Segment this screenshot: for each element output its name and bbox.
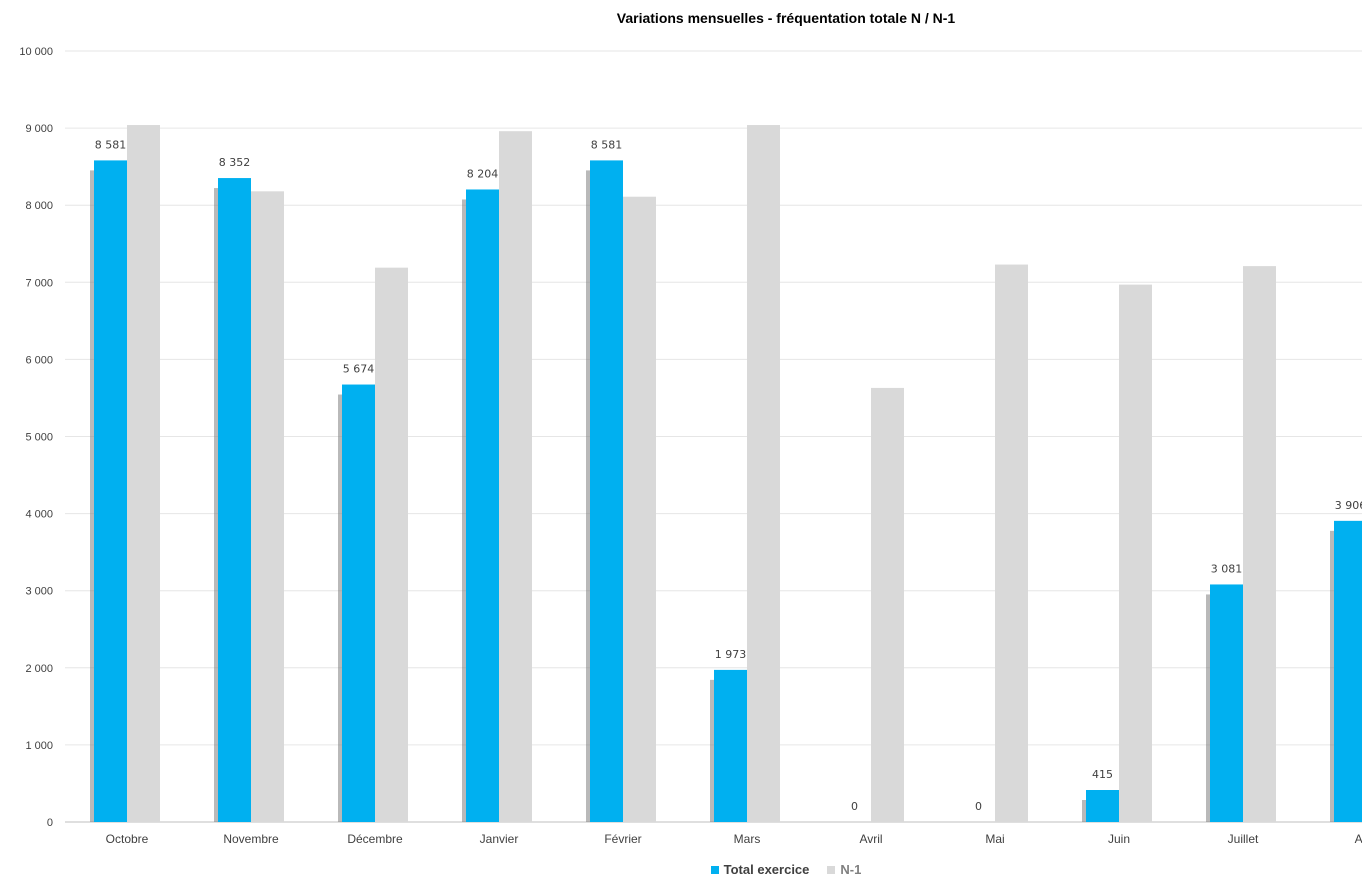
- legend-item-total-exercice: Total exercice: [710, 862, 810, 877]
- y-tick-label: 4 000: [25, 509, 53, 521]
- x-axis-tick-labels: Octobre Novembre Décembre Janvier Février Mar…: [106, 832, 1362, 846]
- chart-title: Variations mensuelles - fréquentation to…: [616, 10, 956, 26]
- bar-total-exercice: [342, 384, 375, 822]
- bar-n-1: [499, 131, 532, 822]
- legend: Total exercice N-1: [0, 862, 1362, 877]
- x-tick-label: Février: [604, 832, 641, 846]
- bars: [90, 125, 1362, 823]
- bar-total-exercice: [1334, 520, 1362, 822]
- x-tick-label: Octobre: [106, 832, 149, 846]
- bar-n-1: [995, 264, 1028, 822]
- data-label-total-exercice: 8 204: [467, 167, 499, 180]
- y-tick-label: 2 000: [25, 663, 53, 675]
- bar-n-1: [1119, 284, 1152, 822]
- bar-total-exercice: [590, 160, 623, 822]
- bar-n-1: [375, 267, 408, 822]
- y-tick-label: 8 000: [25, 200, 53, 212]
- bar-n-1: [623, 196, 656, 822]
- data-label-total-exercice: 415: [1092, 768, 1113, 781]
- y-tick-label: 3 000: [25, 586, 53, 598]
- y-tick-label: 9 000: [25, 123, 53, 135]
- data-label-total-exercice: 0: [851, 800, 858, 813]
- data-label-total-exercice: 1 973: [715, 648, 747, 661]
- x-tick-label: Mars: [734, 832, 761, 846]
- x-tick-label: Décembre: [347, 832, 403, 846]
- y-tick-label: 7 000: [25, 277, 53, 289]
- bar-n-1: [127, 125, 160, 823]
- legend-swatch-total-exercice: [710, 865, 719, 874]
- bar-n-1: [1243, 266, 1276, 822]
- bar-total-exercice: [1210, 584, 1243, 822]
- x-tick-label: Mai: [985, 832, 1004, 846]
- y-tick-label: 0: [47, 817, 53, 829]
- data-label-total-exercice: 0: [975, 800, 982, 813]
- x-tick-label: Janvier: [480, 832, 519, 846]
- data-label-total-exercice: 8 581: [95, 138, 127, 151]
- legend-item-n-1: N-1: [827, 862, 861, 877]
- data-label-total-exercice: 8 581: [591, 138, 623, 151]
- bar-total-exercice: [94, 160, 127, 822]
- bar-n-1: [251, 191, 284, 822]
- bar-total-exercice: [714, 669, 747, 822]
- x-tick-label: Novembre: [223, 832, 279, 846]
- bar-total-exercice: [218, 178, 251, 823]
- y-tick-label: 6 000: [25, 354, 53, 366]
- data-labels: 8 581 8 352 5 674 8 204 8 581 1 973 0 0 415 3 081…: [95, 138, 1362, 813]
- x-tick-label: Août: [1355, 832, 1362, 846]
- x-tick-label: Juillet: [1228, 832, 1259, 846]
- legend-label-total-exercice: Total exercice: [723, 862, 810, 877]
- y-tick-label: 1 000: [25, 740, 53, 752]
- data-label-total-exercice: 3 081: [1211, 562, 1243, 575]
- data-label-total-exercice: 3 906: [1335, 499, 1362, 512]
- y-tick-label: 10 000: [19, 46, 53, 58]
- data-label-total-exercice: 8 352: [219, 156, 251, 169]
- y-axis-tick-labels: 0 1 000 2 000 3 000 4 000 5 000 6 000 7 000 8 00…: [19, 46, 53, 829]
- data-label-total-exercice: 5 674: [343, 363, 375, 376]
- legend-swatch-n-1: [827, 865, 836, 874]
- x-tick-label: Juin: [1108, 832, 1130, 846]
- bar-n-1: [747, 125, 780, 823]
- y-tick-label: 5 000: [25, 432, 53, 444]
- bar-n-1: [871, 387, 904, 822]
- bar-total-exercice: [1086, 790, 1119, 822]
- bar-total-exercice: [466, 189, 499, 822]
- legend-label-n-1: N-1: [840, 862, 862, 877]
- x-tick-label: Avril: [859, 832, 882, 846]
